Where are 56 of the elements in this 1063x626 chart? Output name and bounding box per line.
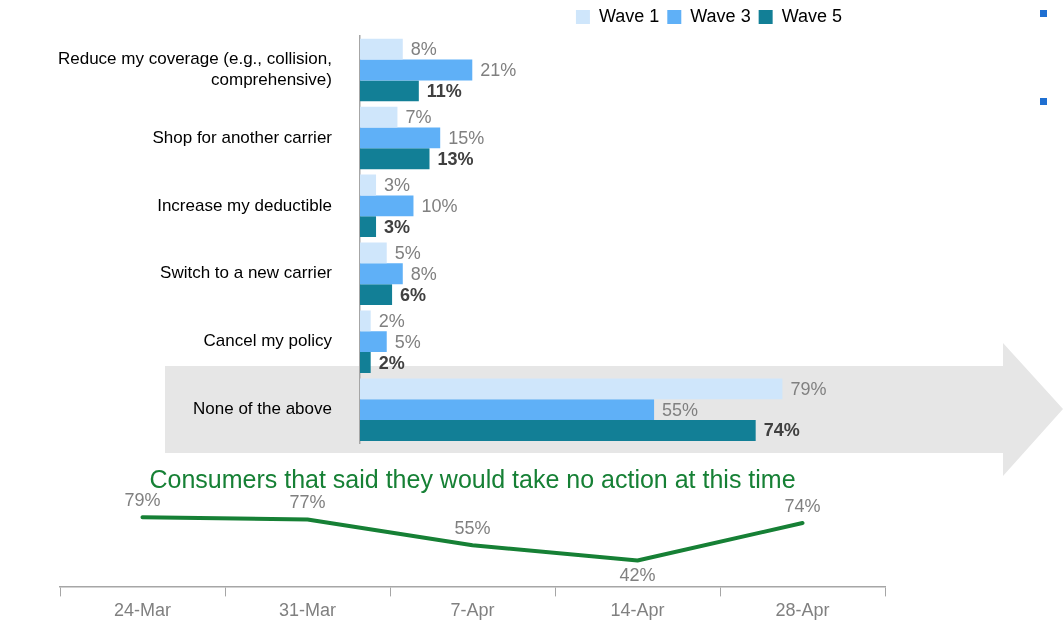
bar bbox=[360, 127, 441, 149]
x-tick-label: 7-Apr bbox=[450, 600, 495, 621]
bar bbox=[360, 195, 414, 217]
data-label: 79% bbox=[124, 490, 161, 511]
bar bbox=[360, 174, 377, 196]
data-label: 79% bbox=[790, 378, 827, 399]
data-label: 15% bbox=[448, 127, 485, 148]
y-tick-label: None of the above bbox=[193, 399, 332, 419]
data-label: 74% bbox=[784, 495, 821, 516]
bar bbox=[360, 148, 430, 170]
bar bbox=[360, 399, 655, 421]
legend-label: Wave 5 bbox=[781, 5, 842, 26]
data-label: 21% bbox=[480, 59, 517, 80]
bar bbox=[360, 38, 403, 60]
bar bbox=[360, 284, 393, 306]
y-tick-label: Cancel my policy bbox=[203, 331, 333, 351]
bar bbox=[360, 310, 371, 332]
data-label: 74% bbox=[763, 420, 800, 441]
data-label: 11% bbox=[426, 80, 462, 101]
data-label: 13% bbox=[437, 148, 474, 169]
data-label: 77% bbox=[289, 492, 326, 513]
bar bbox=[360, 420, 756, 441]
data-label: 55% bbox=[454, 518, 491, 539]
y-tick-label: Shop for another carrier bbox=[152, 127, 333, 147]
data-label: 5% bbox=[394, 331, 421, 352]
x-tick-label: 24-Mar bbox=[113, 600, 172, 621]
bar bbox=[360, 106, 398, 128]
x-tick-label: 28-Apr bbox=[775, 600, 830, 621]
x-tick-label: 14-Apr bbox=[610, 600, 665, 621]
bar bbox=[360, 263, 403, 285]
bar bbox=[360, 242, 387, 264]
y-tick-label: Switch to a new carrier bbox=[160, 263, 333, 283]
data-label: 2% bbox=[378, 310, 405, 331]
data-label: 42% bbox=[619, 565, 656, 586]
y-tick-label: Reduce my coverage (e.g., collision, comprehensive) bbox=[57, 49, 332, 89]
data-label: 2% bbox=[378, 352, 405, 373]
data-label: 8% bbox=[410, 263, 437, 284]
bar bbox=[360, 59, 473, 81]
bar bbox=[360, 216, 377, 238]
bar bbox=[360, 378, 783, 400]
data-label: 6% bbox=[400, 284, 427, 305]
data-label: 3% bbox=[384, 216, 411, 237]
legend-label: Wave 1 bbox=[598, 5, 660, 26]
bar bbox=[360, 331, 387, 353]
data-label: 3% bbox=[384, 174, 411, 195]
y-tick-label: Increase my deductible bbox=[157, 195, 332, 215]
x-tick-label: 31-Mar bbox=[278, 600, 337, 621]
data-label: 10% bbox=[421, 195, 458, 216]
data-label: 5% bbox=[394, 242, 421, 263]
bar bbox=[360, 80, 419, 102]
data-label: 55% bbox=[662, 399, 699, 420]
data-label: 8% bbox=[410, 39, 437, 60]
legend-label: Wave 3 bbox=[690, 5, 751, 26]
chart-title: Consumers that said they would take no action at this time bbox=[149, 464, 796, 493]
bar bbox=[360, 352, 371, 373]
data-label: 7% bbox=[405, 107, 432, 128]
